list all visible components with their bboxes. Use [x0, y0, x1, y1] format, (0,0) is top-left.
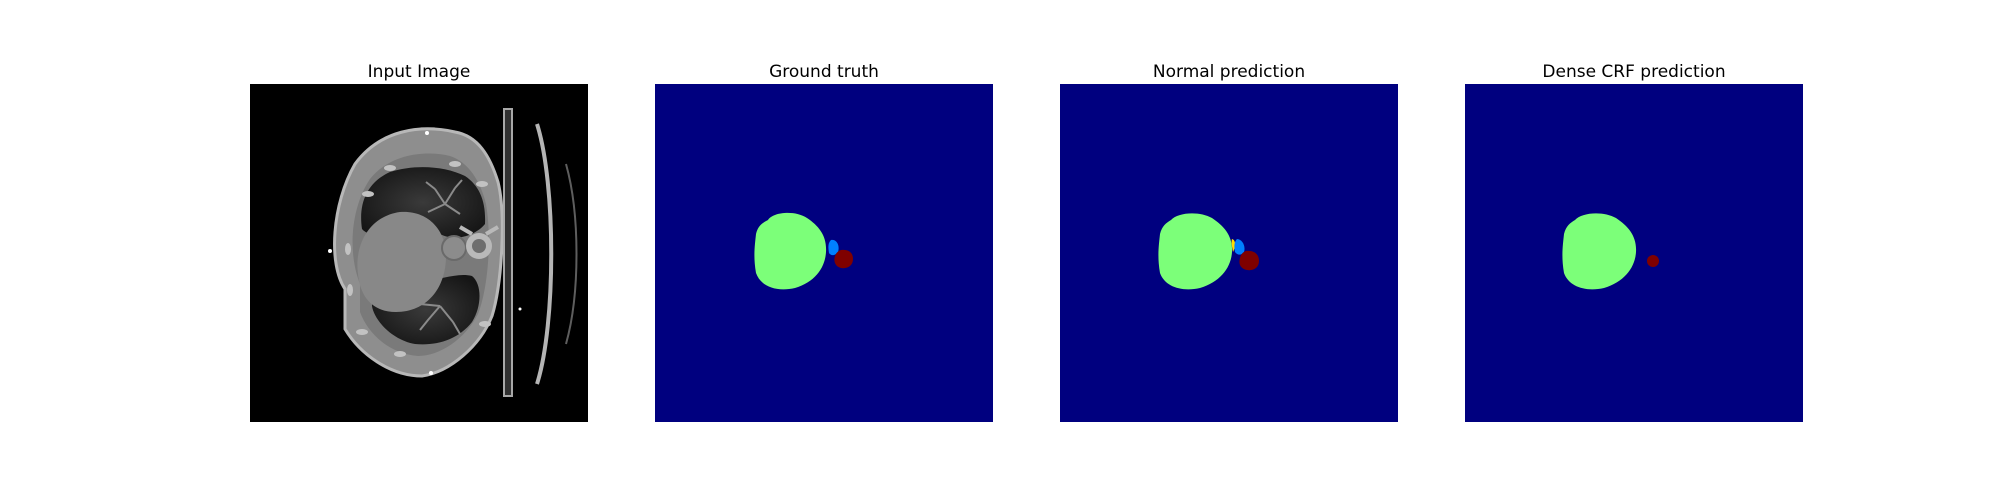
input-image-panel: Input Image: [250, 60, 588, 422]
normal-prediction-panel: Normal prediction: [1060, 60, 1398, 422]
input-image-title: Input Image: [367, 62, 471, 82]
dense-crf-prediction-mask: [1465, 84, 1803, 422]
ground-truth-mask: [655, 84, 993, 422]
dense-crf-prediction-panel: Dense CRF prediction: [1465, 60, 1803, 422]
normal-prediction-title: Normal prediction: [1152, 62, 1306, 82]
input-ct-image: [250, 84, 588, 422]
ground-truth-panel: Ground truth: [655, 60, 993, 422]
normal-prediction-mask: [1060, 84, 1398, 422]
ground-truth-title: Ground truth: [769, 62, 879, 82]
dense-crf-prediction-title: Dense CRF prediction: [1542, 62, 1726, 82]
